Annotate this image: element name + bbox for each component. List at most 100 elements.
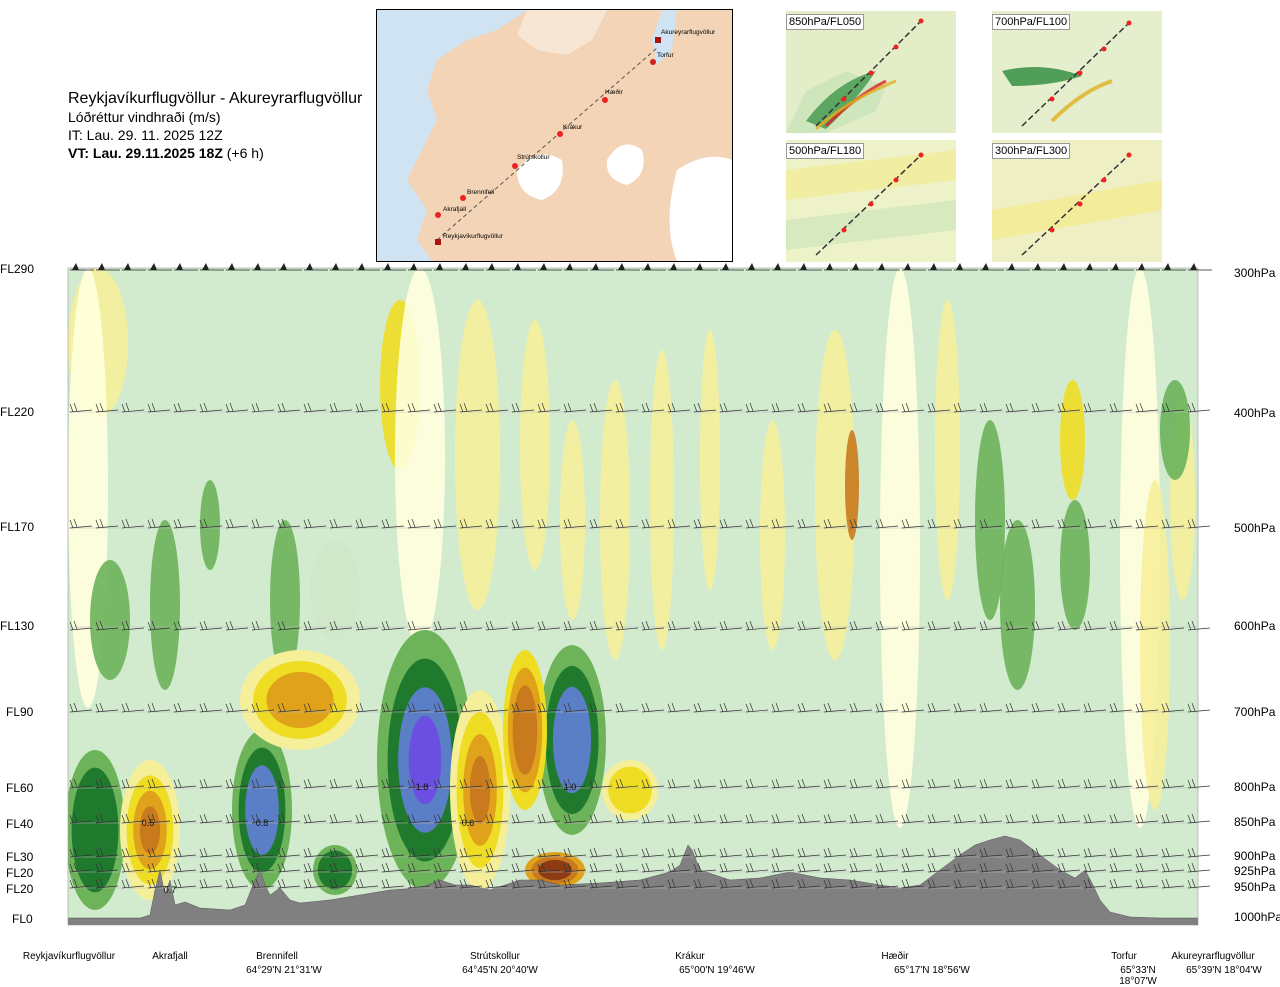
barb-0-460 <box>460 263 484 271</box>
band-26 <box>1060 500 1090 630</box>
barb-feather <box>511 863 516 873</box>
barb-shaft <box>199 854 223 858</box>
barb-shaft <box>537 409 561 413</box>
barb-4-434 <box>433 702 457 713</box>
barb-shaft <box>121 885 145 889</box>
barb-feather <box>411 813 416 823</box>
barb-3-850 <box>849 620 873 631</box>
band-22 <box>310 540 360 640</box>
barb-2-382 <box>381 518 405 529</box>
barb-shaft <box>1005 869 1029 873</box>
barb-feather <box>567 402 572 412</box>
barb-0-980 <box>980 263 1004 271</box>
barb-feather <box>771 779 776 789</box>
barb-flag <box>826 263 833 270</box>
barb-4-694 <box>693 702 717 713</box>
barb-8-1110 <box>1109 862 1133 873</box>
barb-feather <box>359 878 364 888</box>
barb-feather <box>671 702 676 712</box>
barb-9-902 <box>901 878 925 889</box>
barb-feather <box>177 518 182 528</box>
barb-shaft <box>1031 820 1055 824</box>
barb-1-928 <box>927 402 951 413</box>
barb-feather <box>125 813 130 823</box>
barb-4-148 <box>147 702 171 713</box>
barb-feather <box>69 621 74 631</box>
barb-feather <box>151 813 156 823</box>
barb-shaft <box>641 785 665 789</box>
barb-8-538 <box>537 862 561 873</box>
barb-shaft <box>1031 869 1055 873</box>
barb-shaft <box>1083 627 1107 631</box>
barb-feather <box>1035 847 1040 857</box>
barb-feather <box>489 702 494 712</box>
barb-feather <box>749 813 754 823</box>
barb-feather <box>1165 702 1170 712</box>
barb-feather <box>1109 703 1114 713</box>
barb-shaft <box>1005 820 1029 824</box>
barb-1-304 <box>303 402 327 413</box>
barb-feather <box>203 778 208 788</box>
barb-flag <box>514 263 521 270</box>
barb-feather <box>745 703 750 713</box>
barb-feather <box>1113 847 1118 857</box>
barb-feather <box>177 620 182 630</box>
barb-feather <box>879 702 884 712</box>
barb-shaft <box>433 409 457 413</box>
barb-feather <box>775 518 780 528</box>
barb-7-486 <box>485 847 509 858</box>
barb-feather <box>979 621 984 631</box>
barb-shaft <box>199 709 223 713</box>
barb-feather <box>229 878 234 888</box>
barb-flag <box>202 263 209 270</box>
barb-feather <box>797 863 802 873</box>
barb-shaft <box>225 409 249 413</box>
barb-feather <box>251 863 256 873</box>
barb-8-460 <box>459 862 483 873</box>
barb-shaft <box>537 854 561 858</box>
barb-8-616 <box>615 862 639 873</box>
barb-feather <box>355 848 360 858</box>
barb-3-486 <box>485 620 509 631</box>
barb-8-382 <box>381 862 405 873</box>
barb-feather <box>95 621 100 631</box>
barb-feather <box>177 862 182 872</box>
hpa-label-1: 400hPa <box>1234 406 1276 420</box>
waypoint-brennifell-coord: 64°29'N 21°31'W <box>246 965 322 976</box>
parameter-label: Lóðréttur vindhraði (m/s) <box>68 109 221 125</box>
barb-shaft <box>511 785 535 789</box>
up-cell-brennifell-2 <box>245 765 279 855</box>
barb-3-616 <box>615 620 639 631</box>
barb-feather <box>849 814 854 824</box>
barb-shaft <box>485 869 509 873</box>
barb-shaft <box>641 709 665 713</box>
barb-feather <box>667 814 672 824</box>
barb-0-148 <box>148 263 172 271</box>
barb-feather <box>437 862 442 872</box>
barb-5-200 <box>199 778 223 789</box>
barb-1-564 <box>563 402 587 413</box>
barb-0-954 <box>954 263 978 271</box>
barb-feather <box>1161 863 1166 873</box>
barb-2-1032 <box>1031 518 1055 529</box>
barb-shaft <box>745 869 769 873</box>
barb-shaft <box>1109 820 1133 824</box>
barb-feather <box>251 621 256 631</box>
barb-feather <box>615 779 620 789</box>
barb-feather <box>801 813 806 823</box>
barb-7-226 <box>225 847 249 858</box>
barb-feather <box>1035 518 1040 528</box>
barb-5-460 <box>459 778 483 789</box>
barb-shaft <box>1057 869 1081 873</box>
barb-feather <box>489 778 494 788</box>
barb-feather <box>563 403 568 413</box>
barb-shaft <box>95 869 119 873</box>
barb-0-512 <box>512 263 536 271</box>
barb-shaft <box>485 709 509 713</box>
barb-feather <box>641 519 646 529</box>
waypoint-haedir-coord: 65°17'N 18°56'W <box>894 965 970 976</box>
barb-feather <box>1187 814 1192 824</box>
barb-flag <box>592 263 599 270</box>
barb-shaft <box>329 820 353 824</box>
barb-1-330 <box>329 402 353 413</box>
